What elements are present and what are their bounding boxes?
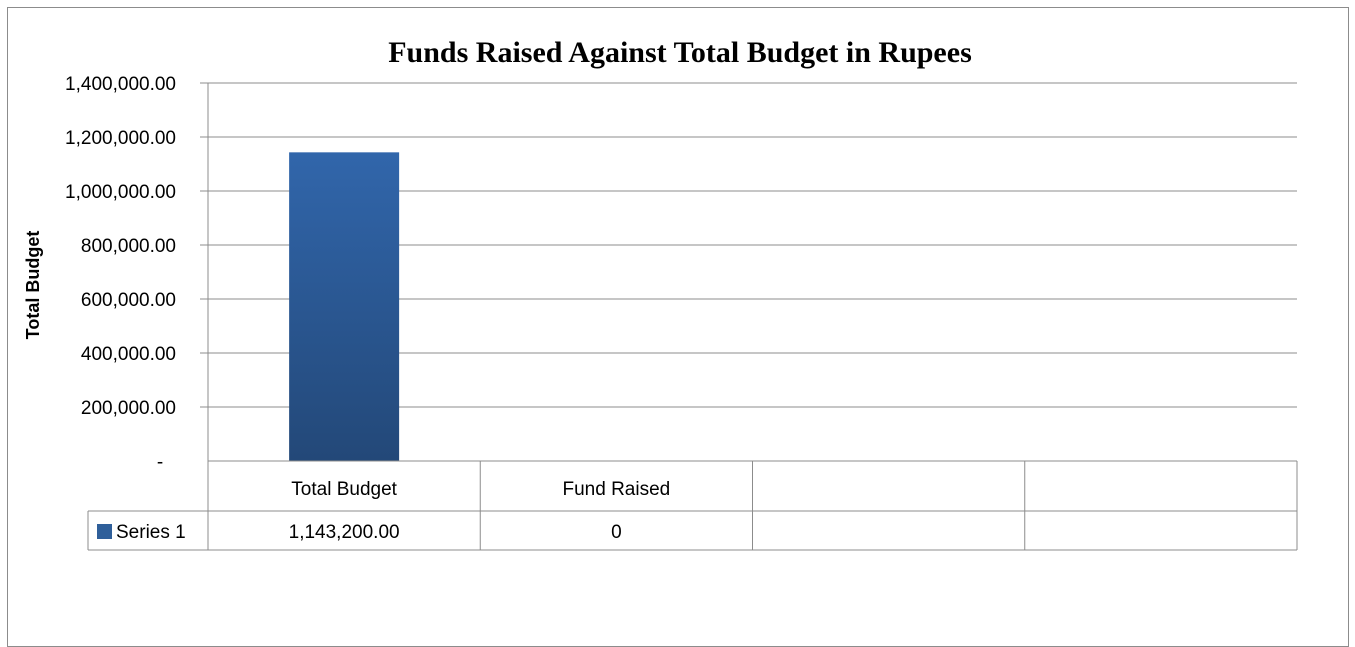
- chart-area: Funds Raised Against Total Budget in Rup…: [7, 7, 1349, 647]
- y-tick-label: 1,000,000.00: [65, 182, 176, 203]
- y-tick-label: 600,000.00: [81, 290, 176, 311]
- legend-series-name: Series 1: [116, 522, 186, 543]
- y-tick-label: 1,200,000.00: [65, 128, 176, 149]
- legend-swatch: [97, 524, 112, 539]
- y-tick-label: 400,000.00: [81, 344, 176, 365]
- x-category-label: Total Budget: [291, 479, 397, 500]
- bar: [289, 152, 400, 461]
- chart-title: Funds Raised Against Total Budget in Rup…: [388, 36, 972, 69]
- data-label: 0: [611, 522, 622, 543]
- y-tick-label: 1,400,000.00: [65, 74, 176, 95]
- y-tick-label: -: [157, 452, 163, 473]
- bars: [289, 152, 400, 461]
- x-category-label: Fund Raised: [563, 479, 671, 500]
- y-axis-ticks: - 200,000.00 400,000.00 600,000.00 800,000.0…: [65, 74, 176, 473]
- y-tick-label: 800,000.00: [81, 236, 176, 257]
- y-axis-label: Total Budget: [23, 231, 43, 340]
- data-label: 1,143,200.00: [289, 522, 400, 543]
- y-tick-label: 200,000.00: [81, 398, 176, 419]
- bar-chart: Funds Raised Against Total Budget in Rup…: [23, 36, 1298, 551]
- data-table: Total Budget Fund Raised Series 1 1,143,200…: [87, 460, 1298, 551]
